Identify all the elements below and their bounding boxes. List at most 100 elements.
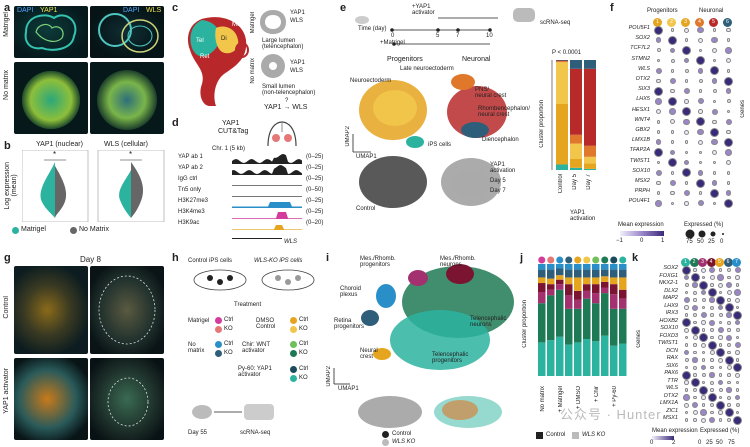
f-dot-4-4 [710, 66, 719, 76]
e-timeline [355, 16, 498, 46]
f-gene-2: TCF7L2 [630, 45, 650, 52]
f-dot-12-4 [712, 149, 717, 155]
k-dot-11-0 [683, 349, 690, 356]
k-ylabel: Genes [636, 330, 642, 348]
h-matrigel-ctrl: Ctrl [224, 317, 234, 323]
k-dot-20-3 [708, 416, 716, 424]
label-a-matrigel: Matrigel [3, 12, 10, 37]
k-dot-19-5 [724, 408, 734, 417]
f-dot-4-1 [670, 69, 675, 73]
j-bar-8-seg-6 [610, 264, 618, 270]
k-dot-5-6 [735, 305, 740, 310]
d-track-range-1: (0–25) [306, 165, 324, 171]
f-dot-15-5 [726, 181, 731, 185]
f-gene-7: LHX5 [636, 96, 650, 103]
b-legend-matrigel: Matrigel [21, 226, 46, 233]
k-dot-0-1 [693, 268, 697, 272]
f-size-tick-50: 50 [697, 239, 704, 245]
k-dot-10-2 [701, 342, 706, 348]
k-dot-13-5 [726, 365, 732, 370]
k-dot-0-6 [734, 267, 741, 273]
f-dot-16-5 [725, 190, 732, 196]
f-dot-10-0 [656, 130, 661, 134]
j-bar-4-seg-2 [574, 299, 582, 309]
k-dot-7-1 [693, 320, 697, 325]
k-gene-19: ZIC1 [666, 407, 678, 414]
label-a-yap1: YAP1 [40, 7, 58, 14]
k-gene-5: LHX9 [664, 302, 678, 309]
f-dot-17-3 [697, 200, 704, 207]
k-gene-20: MSX1 [663, 415, 678, 421]
k-dot-16-0 [684, 388, 689, 392]
f-dot-10-3 [697, 128, 704, 136]
f-dot-8-3 [698, 109, 703, 114]
f-dot-9-3 [696, 117, 705, 127]
f-dot-0-2 [684, 27, 689, 33]
b-ylabel: Log expression (mean) [4, 162, 18, 210]
f-dot-6-2 [683, 88, 690, 95]
j-bar-0-seg-6 [538, 264, 546, 270]
c-label-tel: Tel [196, 38, 204, 44]
f-dot-14-0 [655, 169, 662, 176]
h-dot-nomatrix-ko [215, 350, 222, 357]
k-gene-14: PAX6 [664, 370, 678, 376]
c-bot-caption: Small lumen (non-telencephalon) [262, 84, 316, 96]
k-dot-11-2 [701, 350, 706, 355]
panel-h-label: h [172, 252, 179, 264]
k-dot-7-6 [734, 319, 741, 326]
k-dot-11-1 [693, 350, 697, 355]
e-bar-0-seg-2 [556, 62, 568, 104]
micrograph-a-matrigel-wls [90, 6, 164, 58]
e-neuronal: Neuronal [462, 56, 491, 63]
k-dot-6-4 [718, 313, 723, 317]
k-dot-2-2 [699, 280, 708, 290]
k-dot-6-1 [692, 312, 698, 318]
k-gene-4: MAP2 [663, 295, 678, 301]
f-dot-5-0 [656, 78, 661, 84]
f-dot-17-2 [684, 201, 689, 206]
f-gene-5: OTX2 [635, 76, 650, 82]
e-cluster-label-6: Diencephalon [482, 137, 519, 143]
d-track-name-5: H3K4me3 [178, 209, 205, 215]
k-dot-19-6 [735, 410, 740, 415]
e-umap1: UMAP1 [356, 154, 377, 160]
d-track-signal-0 [232, 154, 302, 164]
micrograph-g-control-left [14, 266, 88, 354]
k-gene-17: OTX2 [663, 392, 678, 399]
j-bar-7-seg-4 [601, 276, 609, 282]
c-label-di: Di [221, 36, 227, 42]
k-dot-15-3 [710, 380, 714, 385]
f-group-progenitors: Progenitors [647, 8, 678, 14]
k-dot-7-5 [727, 320, 731, 325]
k-dot-10-6 [734, 342, 741, 348]
k-dot-17-0 [683, 394, 690, 401]
k-dot-19-4 [718, 410, 723, 415]
f-dot-7-4 [712, 99, 717, 104]
k-dot-17-2 [701, 395, 706, 400]
f-dot-6-0 [654, 86, 663, 96]
f-dot-15-1 [669, 180, 676, 186]
f-size-tick-25: 25 [708, 239, 715, 245]
c-wls-bot: WLS [290, 68, 304, 74]
k-dot-2-1 [692, 282, 698, 288]
h-dot-chir-ko [290, 350, 297, 357]
c-eq-q: ? [285, 98, 289, 104]
d-track-name-4: H3K27me3 [178, 198, 209, 204]
d-track-range-3: (0–50) [306, 187, 324, 193]
j-bar-9-seg-3 [619, 289, 627, 299]
f-dot-0-3 [697, 26, 704, 34]
f-dot-16-4 [710, 188, 719, 198]
f-dot-16-3 [698, 191, 703, 195]
h-ctrl-ips: Control iPS cells [188, 258, 233, 264]
k-dot-12-3 [710, 358, 714, 362]
h-dot-matrigel-ko [215, 326, 222, 333]
e-progenitors: Progenitors [387, 56, 423, 63]
e-bar-x-day5: Day 5 [572, 174, 578, 190]
k-dot-17-6 [734, 394, 741, 401]
j-bar-2-seg-3 [556, 279, 564, 285]
e-umap [352, 74, 507, 208]
k-dot-0-4 [718, 268, 723, 272]
h-dot-nomatrix-ctrl [215, 341, 222, 348]
f-dot-3-4 [712, 58, 717, 63]
k-dot-18-1 [691, 401, 699, 409]
